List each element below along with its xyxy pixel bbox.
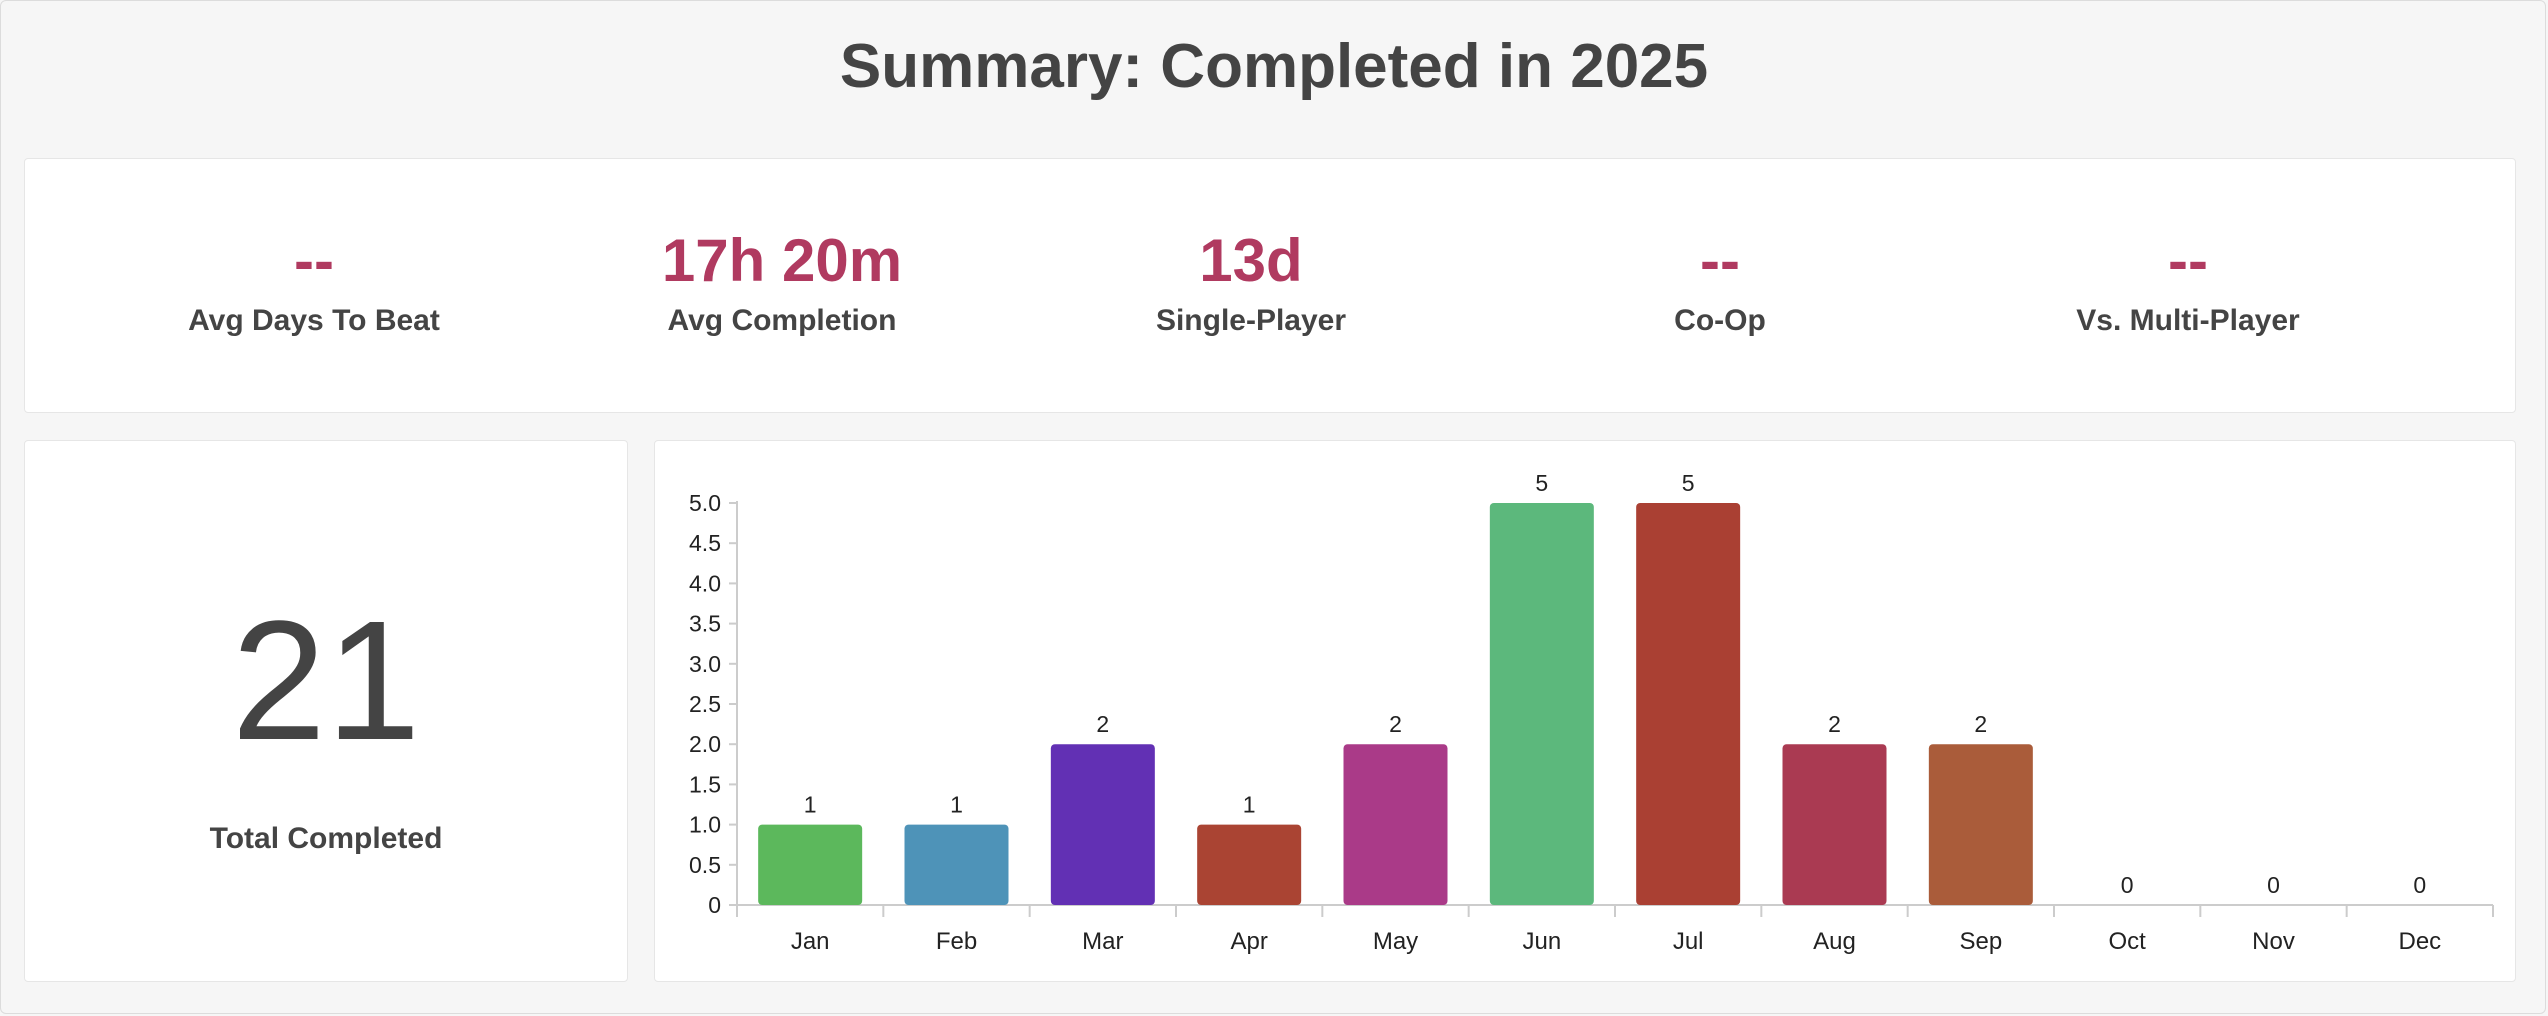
bar-mar — [1050, 744, 1155, 905]
data-label: 5 — [1535, 470, 1548, 496]
x-tick-label: Jul — [1673, 928, 1704, 955]
stats-card: -- Avg Days To Beat 17h 20m Avg Completi… — [24, 158, 2516, 413]
stat-label: Avg Completion — [667, 304, 897, 337]
data-label: 1 — [804, 792, 817, 818]
total-completed-value: 21 — [231, 586, 421, 776]
stat-value: -- — [2168, 227, 2208, 294]
bar-may — [1343, 744, 1448, 905]
data-label: 0 — [2267, 872, 2280, 898]
bar-jul — [1636, 503, 1741, 905]
x-tick-label: Oct — [2108, 928, 2146, 955]
y-tick-label: 2.0 — [689, 731, 721, 757]
total-completed-card: 21 — [24, 440, 628, 982]
x-tick-label: Jun — [1522, 928, 1561, 955]
bar-aug — [1782, 744, 1887, 905]
x-tick-label: Feb — [936, 928, 977, 955]
stat-label: Vs. Multi-Player — [2076, 304, 2300, 337]
stat-label: Single-Player — [1155, 304, 1347, 337]
y-tick-label: 0 — [708, 892, 721, 918]
y-tick-label: 3.0 — [689, 651, 721, 677]
total-completed-label: Total Completed — [209, 822, 443, 855]
x-tick-label: Sep — [1959, 928, 2002, 955]
y-tick-label: 1.5 — [689, 771, 721, 797]
data-label: 0 — [2413, 872, 2426, 898]
bar-apr — [1197, 824, 1302, 905]
y-tick-label: 3.5 — [689, 611, 721, 637]
stat-value: 17h 20m — [661, 227, 903, 294]
y-tick-label: 5.0 — [689, 490, 721, 516]
data-label: 2 — [1096, 711, 1109, 737]
x-tick-label: May — [1373, 928, 1418, 955]
y-tick-label: 2.5 — [689, 691, 721, 717]
stat-label: Avg Days To Beat — [188, 304, 440, 337]
x-tick-label: Jan — [791, 928, 830, 955]
bar-sep — [1928, 744, 2033, 905]
x-tick-label: Nov — [2252, 928, 2295, 955]
bar-jan — [758, 824, 863, 905]
y-tick-label: 1.0 — [689, 812, 721, 838]
stat-avg-days-to-beat: -- Avg Days To Beat — [104, 227, 524, 339]
data-label: 2 — [1389, 711, 1402, 737]
page-title: Summary: Completed in 2025 — [839, 32, 1709, 101]
stat-avg-completion: 17h 20m Avg Completion — [572, 227, 992, 339]
x-tick-label: Mar — [1082, 928, 1123, 955]
data-label: 2 — [1974, 711, 1987, 737]
monthly-completions-chart: 0 0.5 1.0 1.5 2.0 2.5 3.0 3.5 4.0 4.5 5.0 1 Jan 1 Feb 2… — [689, 470, 2494, 955]
y-tick-label: 0.5 — [689, 852, 721, 878]
stat-value: 13d — [1199, 227, 1303, 294]
stat-vs-multi-player: -- Vs. Multi-Player — [1978, 227, 2398, 339]
stat-single-player: 13d Single-Player — [1041, 227, 1461, 339]
data-label: 2 — [1828, 711, 1841, 737]
stat-value: -- — [294, 227, 334, 294]
bar-jun — [1489, 503, 1594, 905]
bar-feb — [904, 824, 1009, 905]
y-tick-label: 4.0 — [689, 570, 721, 596]
stat-value: -- — [1700, 227, 1740, 294]
data-label: 1 — [950, 792, 963, 818]
x-tick-label: Dec — [2398, 928, 2441, 955]
data-label: 5 — [1682, 470, 1695, 496]
stat-co-op: -- Co-Op — [1510, 227, 1930, 339]
data-label: 0 — [2121, 872, 2134, 898]
monthly-chart-card: 0 0.5 1.0 1.5 2.0 2.5 3.0 3.5 4.0 4.5 5.0 1 Jan 1 Feb 2… — [654, 440, 2516, 982]
y-tick-label: 4.5 — [689, 530, 721, 556]
x-tick-label: Apr — [1230, 928, 1267, 955]
x-tick-label: Aug — [1813, 928, 1856, 955]
data-label: 1 — [1243, 792, 1256, 818]
stat-label: Co-Op — [1674, 304, 1766, 337]
